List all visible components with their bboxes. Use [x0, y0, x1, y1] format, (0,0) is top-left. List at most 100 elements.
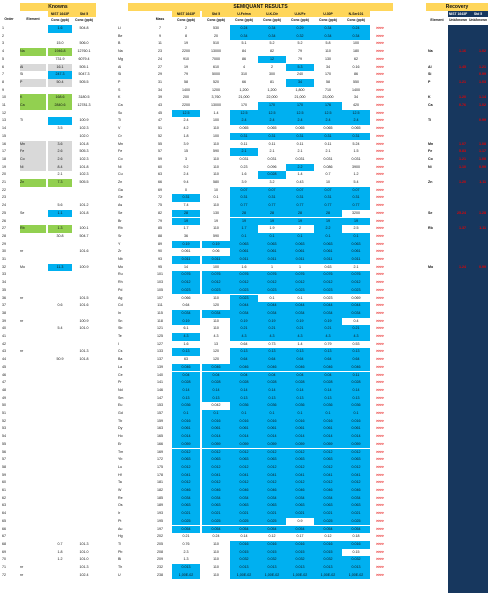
order-cell: 41 — [2, 334, 6, 338]
semiquant-value-cell: 0.04 — [202, 371, 230, 380]
semiquant-value-cell: 81 — [270, 79, 274, 84]
order-cell: 45 — [2, 364, 6, 369]
nist-conc-cell — [48, 487, 72, 495]
std5-conc-cell: 101.8 — [79, 164, 89, 169]
mass-cell: 93 — [158, 257, 162, 261]
semiquant-value-cell: 110 — [213, 295, 219, 300]
element-cell — [20, 133, 46, 141]
flag-arrow: >>>> — [376, 326, 384, 331]
order-cell: 51 — [2, 411, 6, 415]
nist-conc-cell — [48, 87, 72, 95]
std5-conc-cell — [72, 479, 96, 487]
semiquant-value-cell: 0.061 — [172, 425, 200, 434]
mass-cell: 105 — [157, 287, 163, 292]
table-row: 57 Yb 172 0.063 0.063 0.063 0.063 0.063 0.063 0.0… — [0, 456, 488, 464]
header-element: Element — [26, 17, 40, 21]
std5-conc-cell — [72, 310, 96, 318]
order-cell: 53 — [2, 426, 6, 431]
semiquant-value-cell: 1400 — [182, 87, 190, 92]
semiquant-element-cell: Pb — [118, 549, 123, 554]
order-cell: 69 — [2, 549, 6, 554]
semiquant-value-cell: 0.012 — [314, 479, 342, 487]
semiquant-value-cell: 0.028 — [230, 379, 258, 387]
std5-conc-cell: 505.5 — [79, 79, 89, 84]
mass-cell: 169 — [157, 449, 163, 454]
nist-conc-cell: 731.9 — [55, 56, 65, 61]
header-recovery-ratio-1: Unk/known — [448, 18, 468, 22]
semiquant-element-cell: Co — [118, 156, 123, 161]
flag-arrow: >>>> — [376, 95, 384, 100]
semiquant-value-cell: 2.1 — [325, 149, 331, 154]
semiquant-element-cell: Hf — [118, 472, 122, 477]
semiquant-value-cell: 110 — [213, 572, 219, 577]
nist-conc-cell — [48, 218, 72, 226]
recovery-ratio-2: 1.08 — [479, 156, 486, 161]
semiquant-element-cell: Al — [118, 64, 122, 69]
order-cell: 62 — [2, 495, 6, 500]
semiquant-value-cell: 0.1 — [342, 232, 370, 241]
std5-conc-cell: 101.0 — [79, 326, 89, 331]
element-cell — [20, 387, 46, 395]
std5-conc-cell — [72, 87, 96, 95]
semiquant-element-cell: Ge — [118, 195, 123, 200]
mass-cell: 39 — [158, 95, 162, 100]
semiquant-value-cell: 0.012 — [230, 279, 258, 287]
mass-cell: 182 — [157, 488, 163, 492]
element-cell — [20, 310, 46, 318]
mass-cell: 118 — [157, 318, 163, 323]
table-row: 45 La 139 0.046 0.046 0.046 0.046 0.046 0.046 0.0… — [0, 363, 488, 372]
semiquant-value-cell: 0.013 — [230, 564, 258, 572]
order-cell: 68 — [2, 541, 6, 546]
semiquant-value-cell: 110 — [213, 203, 219, 208]
semiquant-value-cell: 0.042 — [211, 403, 221, 408]
semiquant-value-cell: 0.77 — [314, 202, 342, 210]
semiquant-value-cell: 0.031 — [267, 156, 277, 161]
table-row: 6 Al 16.1 505.1 Al 27 19 610 4 2 5.3 34 0.16 >>>> Al 1.… — [0, 63, 488, 72]
std5-conc-cell: 101.5 — [79, 295, 89, 300]
recovery-ratio-1: 1.20 — [459, 180, 466, 184]
order-cell: 46 — [2, 372, 6, 377]
order-cell: 16 — [2, 141, 6, 146]
semiquant-value-cell: 0.061 — [342, 425, 370, 434]
flag-arrow: >>>> — [376, 218, 384, 223]
semiquant-value-cell: 0.061 — [258, 425, 286, 434]
semiquant-element-cell: Sm — [118, 395, 124, 400]
semiquant-value-cell: 84 — [242, 49, 246, 54]
mass-cell: 175 — [157, 464, 163, 469]
semiquant-value-cell: 0.34 — [314, 32, 342, 41]
semiquant-value-cell: 0.64 — [314, 356, 342, 364]
semiquant-value-cell: 3900 — [352, 164, 360, 169]
order-cell: 11 — [2, 103, 6, 107]
semiquant-element-cell: Na — [118, 49, 123, 54]
header-recovery-element: Element — [430, 18, 444, 22]
semiquant-value-cell: 0.23 — [240, 164, 248, 169]
element-cell — [20, 33, 46, 41]
semiquant-value-cell: 0.063 — [314, 502, 342, 511]
nist-conc-cell — [48, 117, 72, 126]
semiquant-value-cell: 1.8 — [183, 133, 189, 138]
order-cell: 65 — [2, 518, 6, 523]
semiquant-value-cell: 0.054 — [286, 525, 314, 534]
std5-conc-cell — [72, 433, 96, 441]
table-row: 52 Tb 159 0.016 0.016 0.016 0.016 0.016 0.016 0.0… — [0, 417, 488, 426]
semiquant-value-cell: 0.059 — [286, 440, 314, 449]
semiquant-value-cell: 9.2 — [183, 164, 189, 169]
mass-cell: 153 — [157, 403, 163, 408]
semiquant-value-cell: 3 — [185, 156, 187, 161]
header-conc-ppb: Conc (ppb) — [51, 18, 69, 22]
flag-arrow: >>>> — [376, 295, 384, 300]
std5-conc-cell: 5047.3 — [78, 72, 90, 77]
element-cell — [20, 379, 46, 387]
semiquant-value-cell: 19 — [342, 217, 370, 226]
order-cell: 49 — [2, 395, 6, 400]
semiquant-value-cell: 0.044 — [286, 302, 314, 310]
element-cell: Mo — [20, 264, 25, 269]
flag-arrow: >>>> — [376, 403, 384, 408]
semiquant-value-cell: 8 — [185, 33, 187, 38]
element-cell — [20, 218, 46, 226]
semiquant-value-cell: 19 — [258, 217, 286, 226]
semiquant-value-cell: 1,200 — [267, 87, 277, 92]
mass-cell: 208 — [157, 549, 163, 554]
element-cell — [20, 456, 46, 464]
recovery-element-cell: Co — [428, 156, 433, 161]
